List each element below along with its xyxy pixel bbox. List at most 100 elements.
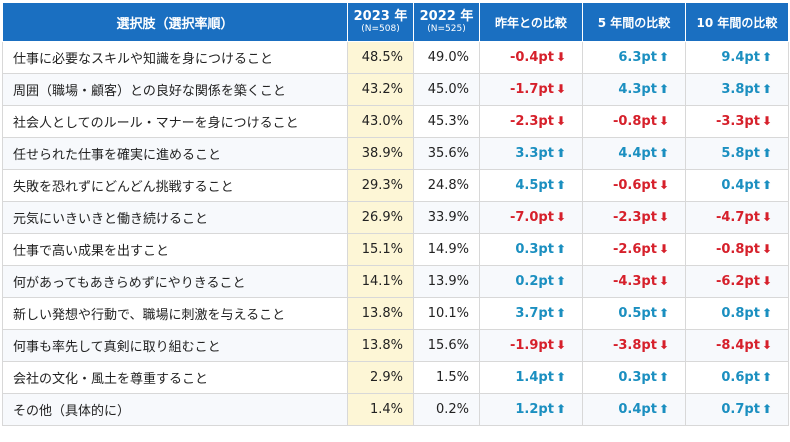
compare-5-years: -0.6pt ⬇ [582, 169, 686, 202]
compare-last-year-value: 4.5pt [515, 178, 554, 193]
header-2022-n: (N=525) [427, 24, 466, 34]
compare-5-years: 0.5pt ⬆ [582, 297, 686, 330]
compare-5-years-value: -2.3pt [612, 210, 657, 225]
compare-last-year-value: 3.7pt [515, 306, 554, 321]
compare-10-years-value: 3.8pt [721, 82, 760, 97]
rate-2023: 43.0% [347, 105, 414, 138]
compare-10-years-value: 0.7pt [721, 402, 760, 417]
compare-5-years-value: 4.4pt [618, 146, 657, 161]
compare-last-year: -2.3pt ⬇ [479, 105, 583, 138]
rate-2022: 35.6% [413, 137, 480, 170]
arrow-up-icon: ⬆ [555, 306, 566, 320]
arrow-down-icon: ⬇ [658, 178, 669, 192]
header-2022: 2022 年 (N=525) [413, 2, 480, 42]
compare-10-years: -0.8pt ⬇ [685, 233, 789, 266]
rate-2022: 15.6% [413, 329, 480, 362]
compare-10-years-value: -3.3pt [715, 114, 760, 129]
compare-5-years-value: 4.3pt [618, 82, 657, 97]
arrow-up-icon: ⬆ [761, 146, 772, 160]
compare-10-years: 3.8pt ⬆ [685, 73, 789, 106]
arrow-up-icon: ⬆ [761, 402, 772, 416]
compare-5-years-value: 0.3pt [618, 370, 657, 385]
arrow-down-icon: ⬇ [555, 114, 566, 128]
arrow-down-icon: ⬇ [555, 338, 566, 352]
table-row: 仕事で高い成果を出すこと 15.1% 14.9% 0.3pt ⬆ -2.6pt ⬇ -0.8p… [2, 233, 789, 266]
table-row: 何があってもあきらめずにやりきること 14.1% 13.9% 0.2pt ⬆ -4.3pt… [2, 265, 789, 298]
compare-10-years: 0.4pt ⬆ [685, 169, 789, 202]
compare-10-years-value: -8.4pt [715, 338, 760, 353]
rate-2023: 48.5% [347, 41, 414, 74]
compare-10-years: 0.8pt ⬆ [685, 297, 789, 330]
rate-2022: 45.0% [413, 73, 480, 106]
compare-5-years-value: -0.6pt [612, 178, 657, 193]
arrow-up-icon: ⬆ [555, 402, 566, 416]
compare-10-years-value: 0.8pt [721, 306, 760, 321]
compare-last-year-value: -0.4pt [509, 50, 554, 65]
compare-last-year: -1.9pt ⬇ [479, 329, 583, 362]
compare-5-years: -4.3pt ⬇ [582, 265, 686, 298]
compare-last-year: -0.4pt ⬇ [479, 41, 583, 74]
compare-5-years: 0.3pt ⬆ [582, 361, 686, 394]
rate-2023: 2.9% [347, 361, 414, 394]
header-compare-5-years: 5 年間の比較 [582, 2, 686, 42]
rate-2022: 24.8% [413, 169, 480, 202]
compare-last-year: -1.7pt ⬇ [479, 73, 583, 106]
table-row: 社会人としてのルール・マナーを身につけること 43.0% 45.3% -2.3pt ⬇ -… [2, 105, 789, 138]
compare-5-years-value: -4.3pt [612, 274, 657, 289]
rate-2023: 29.3% [347, 169, 414, 202]
header-option: 選択肢（選択率順） [2, 2, 348, 42]
arrow-up-icon: ⬆ [761, 306, 772, 320]
compare-10-years: -8.4pt ⬇ [685, 329, 789, 362]
table-row: 何事も率先して真剣に取り組むこと 13.8% 15.6% -1.9pt ⬇ -3.8pt ⬇… [2, 329, 789, 362]
table-row: 新しい発想や行動で、職場に刺激を与えること 13.8% 10.1% 3.7pt ⬆ 0.5… [2, 297, 789, 330]
rate-2023: 43.2% [347, 73, 414, 106]
compare-last-year: 1.2pt ⬆ [479, 393, 583, 426]
option-label: 仕事で高い成果を出すこと [2, 233, 348, 266]
compare-last-year: 3.7pt ⬆ [479, 297, 583, 330]
table-row: 仕事に必要なスキルや知識を身につけること 48.5% 49.0% -0.4pt ⬇ 6.3… [2, 41, 789, 74]
compare-last-year-value: 0.3pt [515, 242, 554, 257]
rate-2022: 49.0% [413, 41, 480, 74]
rate-2023: 14.1% [347, 265, 414, 298]
compare-10-years-value: 0.6pt [721, 370, 760, 385]
arrow-up-icon: ⬆ [658, 50, 669, 64]
option-label: 新しい発想や行動で、職場に刺激を与えること [2, 297, 348, 330]
compare-10-years: 5.8pt ⬆ [685, 137, 789, 170]
table-row: その他（具体的に） 1.4% 0.2% 1.2pt ⬆ 0.4pt ⬆ 0.7pt ⬆ [2, 393, 789, 426]
rate-2022: 0.2% [413, 393, 480, 426]
arrow-up-icon: ⬆ [761, 178, 772, 192]
arrow-down-icon: ⬇ [761, 210, 772, 224]
compare-10-years-value: 5.8pt [721, 146, 760, 161]
option-label: 何事も率先して真剣に取り組むこと [2, 329, 348, 362]
arrow-down-icon: ⬇ [761, 242, 772, 256]
rate-2023: 38.9% [347, 137, 414, 170]
compare-last-year-value: -2.3pt [509, 114, 554, 129]
compare-10-years-value: -0.8pt [715, 242, 760, 257]
compare-10-years-value: -6.2pt [715, 274, 760, 289]
arrow-down-icon: ⬇ [761, 274, 772, 288]
arrow-down-icon: ⬇ [658, 210, 669, 224]
table-row: 任せられた仕事を確実に進めること 38.9% 35.6% 3.3pt ⬆ 4.4pt ⬆ 5.… [2, 137, 789, 170]
compare-5-years: -3.8pt ⬇ [582, 329, 686, 362]
arrow-up-icon: ⬆ [555, 274, 566, 288]
compare-5-years: -0.8pt ⬇ [582, 105, 686, 138]
arrow-up-icon: ⬆ [658, 370, 669, 384]
compare-last-year-value: 3.3pt [515, 146, 554, 161]
compare-10-years: -3.3pt ⬇ [685, 105, 789, 138]
table-row: 元気にいきいきと働き続けること 26.9% 33.9% -7.0pt ⬇ -2.3pt ⬇ -… [2, 201, 789, 234]
compare-10-years: 0.7pt ⬆ [685, 393, 789, 426]
header-row: 選択肢（選択率順） 2023 年 (N=508) 2022 年 (N=525) … [2, 2, 789, 42]
rate-2023: 13.8% [347, 297, 414, 330]
arrow-down-icon: ⬇ [658, 114, 669, 128]
arrow-down-icon: ⬇ [555, 210, 566, 224]
header-2023: 2023 年 (N=508) [347, 2, 414, 42]
compare-last-year-value: 1.2pt [515, 402, 554, 417]
option-label: 任せられた仕事を確実に進めること [2, 137, 348, 170]
arrow-up-icon: ⬆ [555, 370, 566, 384]
table-row: 会社の文化・風土を尊重すること 2.9% 1.5% 1.4pt ⬆ 0.3pt ⬆ 0.6pt… [2, 361, 789, 394]
arrow-down-icon: ⬇ [761, 114, 772, 128]
header-2022-year: 2022 年 [419, 9, 474, 24]
rate-2022: 14.9% [413, 233, 480, 266]
arrow-down-icon: ⬇ [658, 242, 669, 256]
arrow-up-icon: ⬆ [761, 370, 772, 384]
